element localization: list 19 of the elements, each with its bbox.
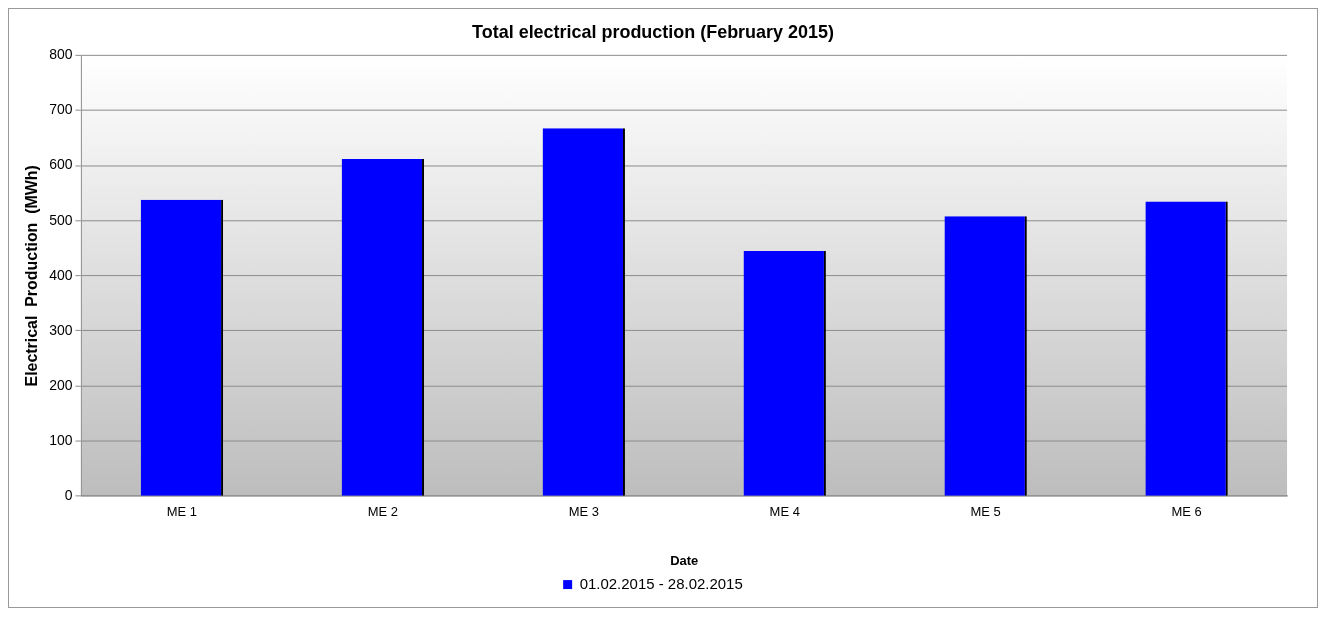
y-tick-label: 400	[49, 266, 73, 283]
chart-title: Total electrical production (February 2015)	[472, 21, 834, 42]
x-tick-label: ME 6	[1171, 504, 1202, 520]
y-tick-label: 100	[49, 431, 73, 448]
x-axis-title: Date	[670, 552, 699, 568]
y-tick-label: 500	[49, 211, 73, 228]
y-axis-title: Electrical Production (MWh)	[22, 165, 40, 387]
x-tick-label: ME 1	[166, 504, 198, 520]
y-tick-label: 600	[49, 156, 73, 173]
y-tick-label: 200	[49, 376, 73, 393]
x-tick-label: ME 3	[568, 504, 599, 520]
y-tick-label: 0	[64, 487, 73, 504]
x-tick-label: ME 2	[367, 504, 398, 520]
y-tick-label: 700	[49, 101, 73, 118]
x-tick-label: ME 5	[970, 504, 1001, 520]
y-tick-label: 300	[49, 321, 73, 338]
legend-label: 01.02.2015 - 28.02.2015	[579, 574, 743, 592]
x-tick-label: ME 4	[769, 504, 800, 520]
y-tick-label: 800	[49, 46, 73, 63]
